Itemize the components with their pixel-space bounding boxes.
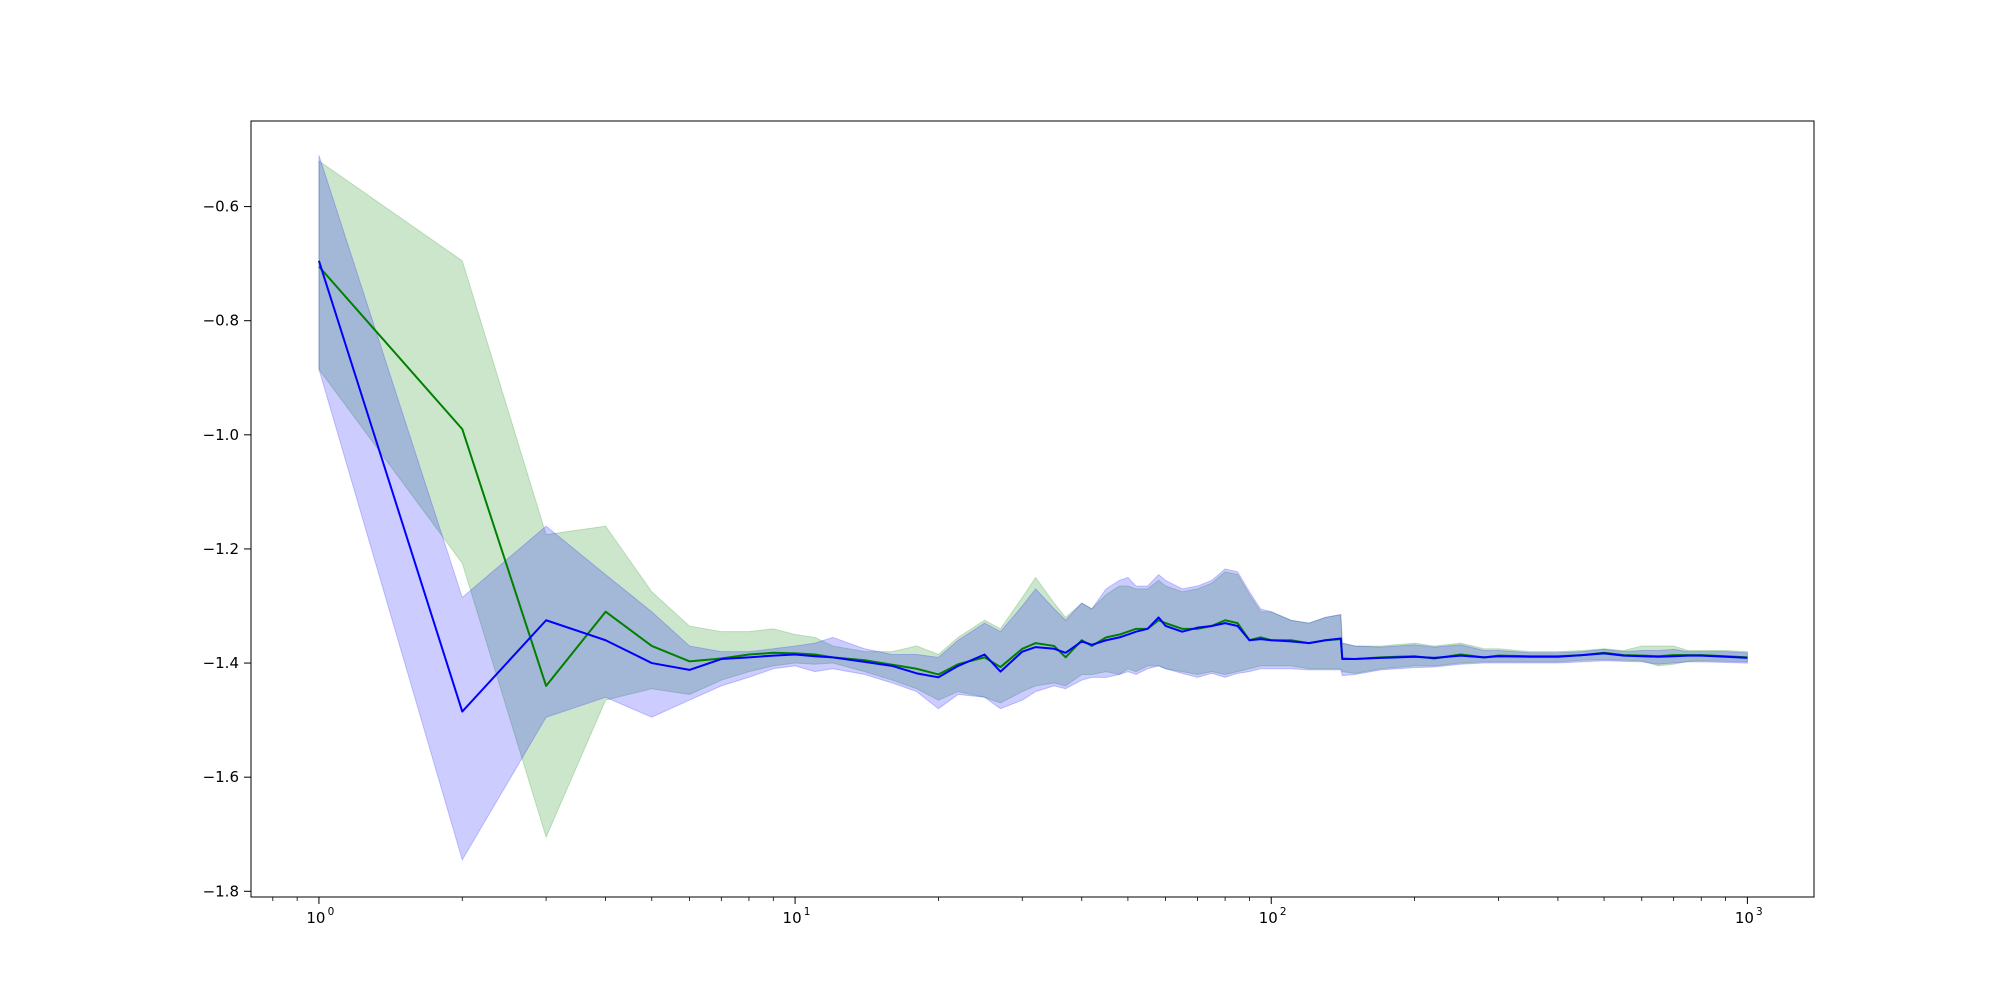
- x-tick-label-exponent: 2: [1280, 906, 1287, 918]
- series-2-line: [317, 260, 1748, 713]
- y-tick-label: −0.6: [203, 198, 239, 216]
- plot-frame: [250, 120, 1815, 898]
- x-tick-label: 10: [1735, 909, 1754, 927]
- x-tick-label: 10: [783, 909, 802, 927]
- y-tick-label: −1.6: [203, 768, 239, 786]
- series-2-band: [318, 155, 1748, 862]
- x-tick-label: 10: [306, 909, 325, 927]
- y-axis: −0.6 −0.8 −1.0 −1.2 −1.4 −1.6 −1.8: [203, 198, 251, 900]
- x-axis: 10 0 10 1 10 2 10 3: [272, 897, 1763, 927]
- y-tick-label: −1.8: [203, 882, 239, 900]
- x-tick-label-exponent: 0: [328, 906, 335, 918]
- x-tick-label: 10: [1259, 909, 1278, 927]
- series-lines: [317, 260, 1748, 713]
- x-tick-label-exponent: 1: [804, 906, 811, 918]
- y-tick-label: −1.4: [203, 654, 239, 672]
- y-tick-label: −1.0: [203, 426, 239, 444]
- x-tick-label-exponent: 3: [1756, 906, 1763, 918]
- y-tick-label: −0.8: [203, 312, 239, 330]
- y-tick-label: −1.2: [203, 540, 239, 558]
